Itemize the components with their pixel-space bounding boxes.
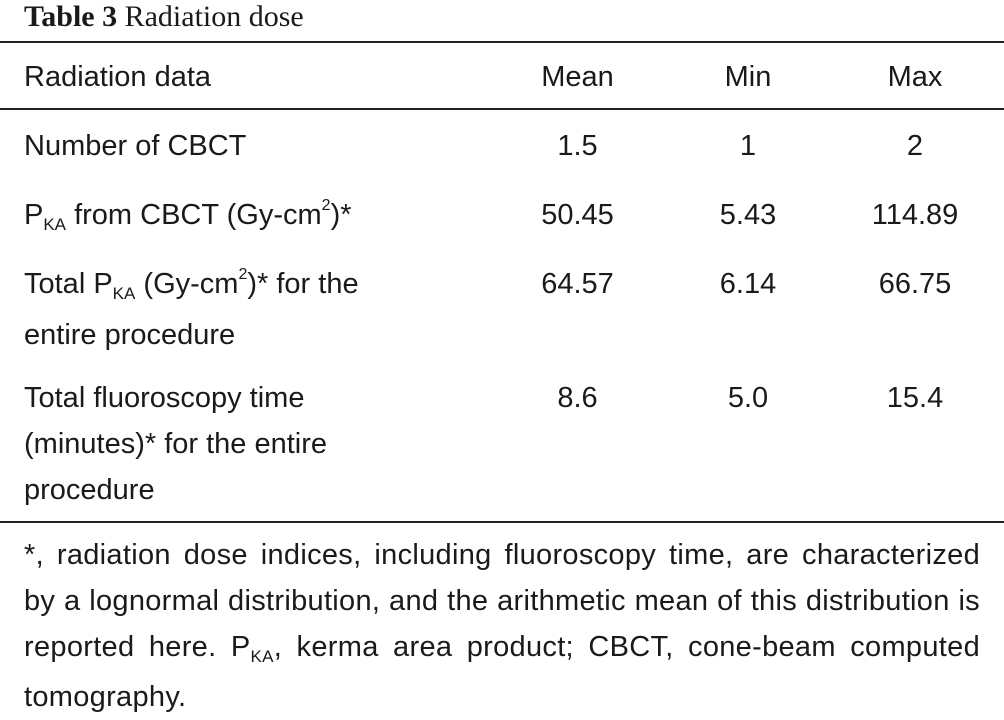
- table-footnote: *, radiation dose indices, including flu…: [24, 539, 980, 713]
- column-header-min: Min: [724, 61, 772, 93]
- bottom-rule: [0, 521, 1004, 523]
- cell-min: 5.43: [719, 199, 777, 231]
- column-header-mean: Mean: [541, 61, 614, 93]
- cell-min: 1: [739, 130, 757, 162]
- cell-min: 6.14: [719, 268, 777, 300]
- column-header-radiation-data: Radiation data: [24, 61, 212, 93]
- cell-max: 2: [906, 130, 924, 162]
- row-label-total-fluoroscopy-time: Total fluoroscopy time (minutes)* for the…: [24, 382, 328, 506]
- header-rule: [0, 108, 1004, 110]
- cell-mean: 1.5: [557, 130, 598, 162]
- row-label-total-pka: Total PKA (Gy-cm2)* for the entire proced…: [24, 266, 359, 351]
- cell-max: 114.89: [871, 199, 959, 231]
- top-rule: [0, 41, 1004, 43]
- row-label-number-of-cbct: Number of CBCT: [24, 130, 247, 162]
- table-label: Table 3: [24, 0, 118, 33]
- cell-mean: 50.45: [541, 199, 614, 231]
- cell-mean: 64.57: [541, 268, 614, 300]
- row-label-pka-from-cbct: PKA from CBCT (Gy-cm2)*: [24, 197, 352, 234]
- cell-min: 5.0: [727, 382, 769, 414]
- cell-mean: 8.6: [557, 382, 598, 414]
- cell-max: 15.4: [886, 382, 944, 414]
- table-title: Radiation dose: [124, 0, 304, 33]
- cell-max: 66.75: [878, 268, 952, 300]
- table-caption: Table 3 Radiation dose: [24, 0, 304, 34]
- column-header-max: Max: [887, 61, 943, 93]
